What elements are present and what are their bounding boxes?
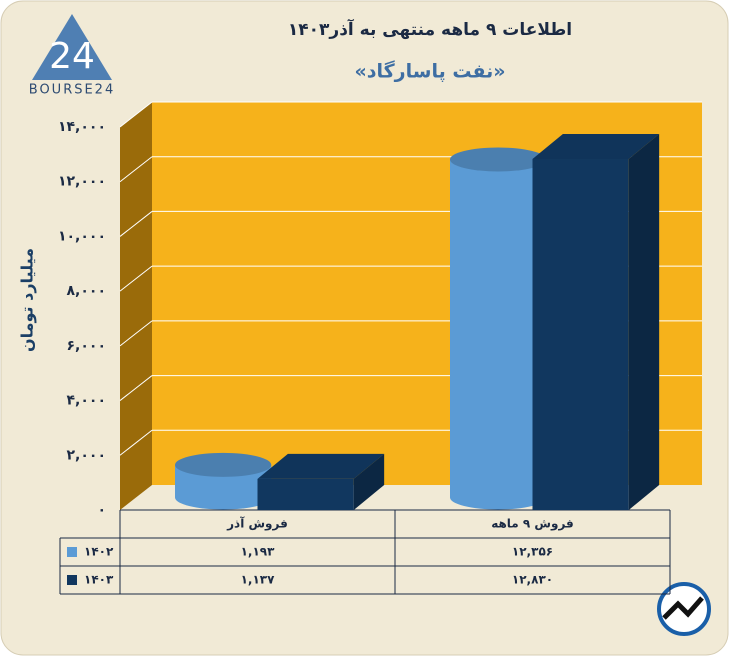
legend-swatch: [67, 575, 77, 585]
y-tick-label: ۱۲,۰۰۰: [58, 174, 106, 190]
grid-line: [119, 265, 153, 292]
logo-text: BOURSE24: [29, 83, 115, 98]
grid-line: [119, 156, 153, 183]
table-value: ۱۲,۸۳۰: [512, 573, 553, 587]
logo-shape: [32, 14, 112, 80]
x-tick-label: فروش ۹ ماهه: [491, 517, 574, 532]
grid-line: [119, 320, 153, 347]
table-value: ۱۲,۳۵۶: [512, 545, 553, 559]
y-tick-label: ۴,۰۰۰: [67, 393, 107, 409]
bar-top: [257, 453, 385, 479]
y-tick-label: ۸,۰۰۰: [67, 283, 107, 299]
bar-top: [175, 452, 272, 477]
grid-line: [119, 429, 153, 456]
table-value: ۱,۱۳۷: [241, 573, 276, 587]
table-value: ۱,۱۹۳: [241, 545, 276, 559]
bar-front: [532, 159, 629, 510]
chart-title: اطلاعات ۹ ماهه منتهی به آذر۱۴۰۳: [288, 18, 572, 40]
y-tick-label: ۰: [97, 502, 106, 518]
bar-top: [450, 147, 547, 172]
legend-label: ۱۴۰۳: [84, 573, 114, 587]
bar-side: [353, 453, 385, 510]
legend-swatch: [67, 547, 77, 557]
grid-line: [119, 101, 153, 128]
y-tick-label: ۲,۰۰۰: [67, 447, 107, 463]
bar-body: [175, 464, 272, 510]
bar-top: [532, 134, 660, 160]
y-tick-label: ۶,۰۰۰: [67, 338, 107, 354]
chart-subtitle: «نفت پاسارگاد»: [354, 60, 505, 83]
grid-line: [119, 211, 153, 237]
bar-body: [450, 159, 547, 510]
grid-line: [119, 375, 153, 401]
y-tick-label: ۱۴,۰۰۰: [58, 119, 106, 135]
legend-label: ۱۴۰۲: [84, 545, 114, 559]
brand-icon-arrow: [662, 596, 704, 620]
side-wall: [120, 102, 152, 510]
y-axis-label: میلیارد تومان: [18, 248, 37, 352]
bar-side: [628, 134, 660, 510]
bar-front: [257, 478, 354, 510]
y-tick-label: ۱۰,۰۰۰: [58, 228, 106, 244]
x-tick-label: فروش آذر: [226, 516, 288, 532]
logo-mark: 24: [49, 36, 95, 77]
